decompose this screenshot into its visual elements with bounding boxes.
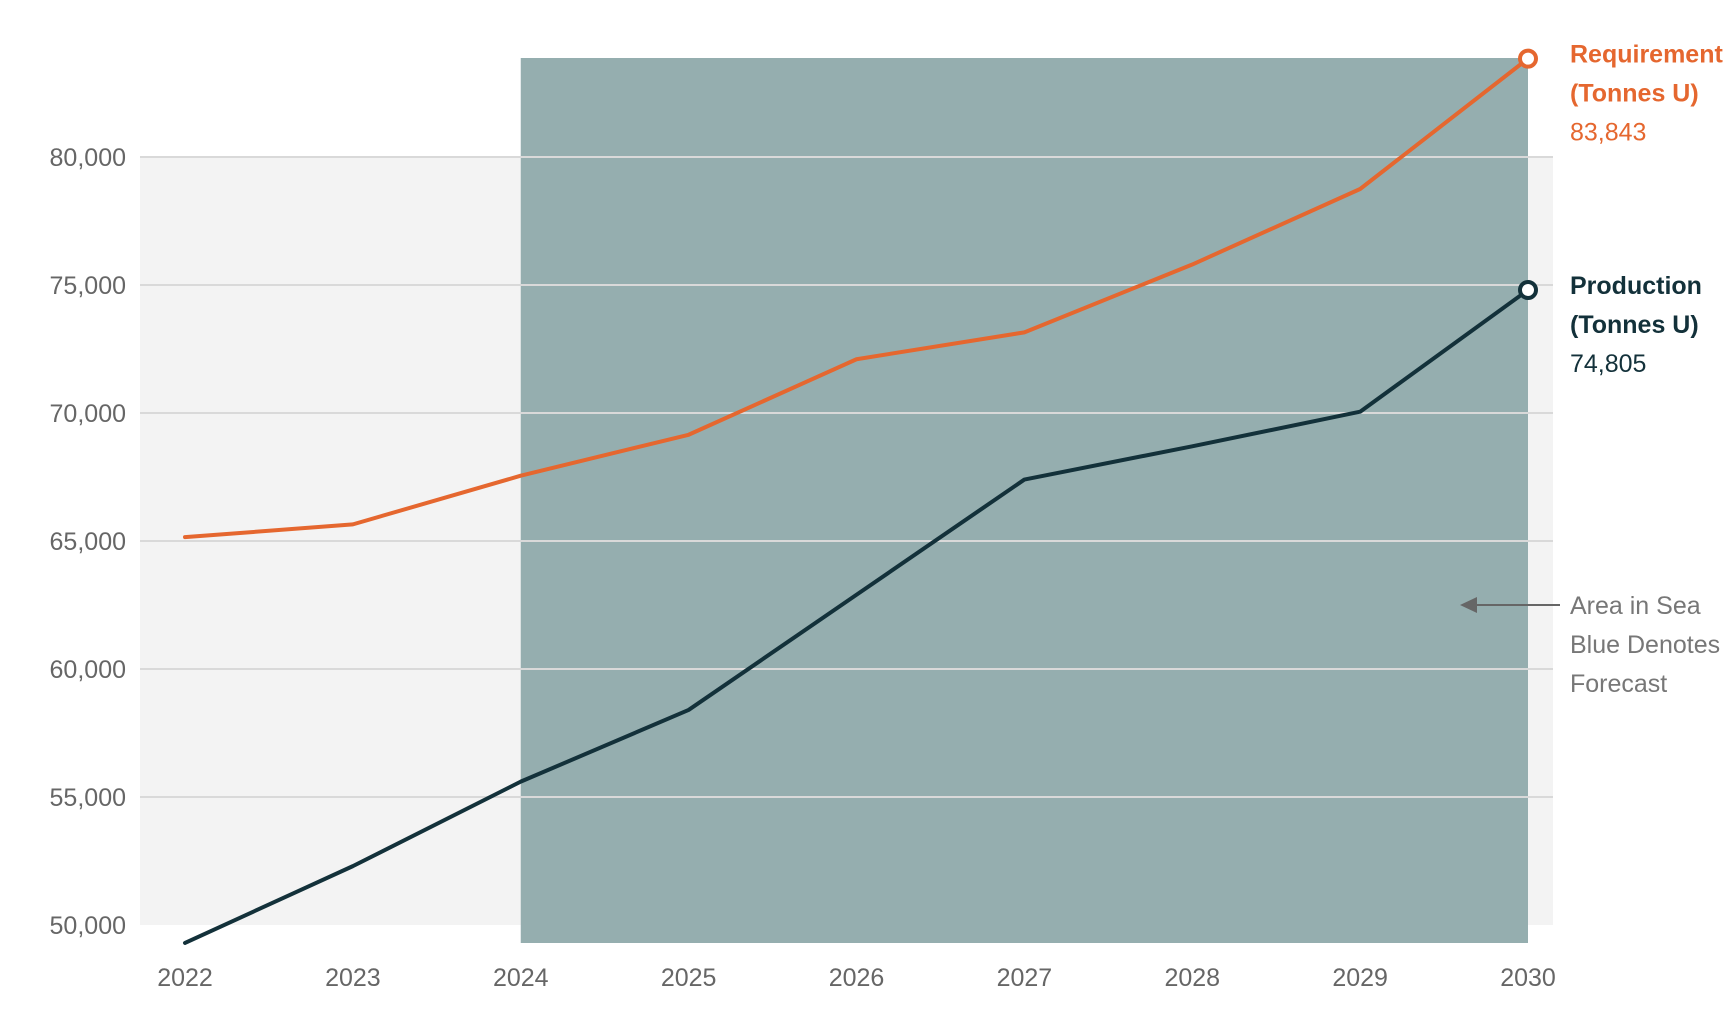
x-tick-label: 2030 [1500, 964, 1556, 992]
x-tick-label: 2027 [997, 964, 1053, 992]
y-tick-label: 60,000 [50, 656, 126, 684]
x-tick-label: 2025 [661, 964, 717, 992]
y-tick-label: 65,000 [50, 528, 126, 556]
annotation-arrow-head [1460, 597, 1477, 613]
requirement-line [183, 56, 1530, 540]
x-tick-label: 2024 [493, 964, 549, 992]
production-line [183, 287, 1530, 945]
x-tick-label: 2029 [1332, 964, 1388, 992]
production-label-line1: Production [1570, 272, 1702, 300]
requirement-end-value: 83,843 [1570, 119, 1646, 147]
production-label-line2: (Tonnes U) [1570, 311, 1699, 339]
requirement-label-line1: Requirement [1570, 41, 1723, 69]
y-tick-label: 55,000 [50, 784, 126, 812]
x-tick-label: 2026 [829, 964, 885, 992]
annotation-text: Forecast [1570, 670, 1667, 698]
annotation-text: Blue Denotes [1570, 631, 1720, 659]
production-end-value: 74,805 [1570, 350, 1646, 378]
requirement-label-line2: (Tonnes U) [1570, 80, 1699, 108]
x-tick-label: 2022 [157, 964, 213, 992]
annotation-text: Area in Sea [1570, 592, 1701, 620]
x-tick-label: 2028 [1164, 964, 1220, 992]
y-tick-label: 80,000 [50, 144, 126, 172]
y-tick-label: 70,000 [50, 400, 126, 428]
forecast-region [520, 58, 1528, 943]
requirement-end-marker [1518, 48, 1538, 69]
production-end-marker [1518, 279, 1538, 300]
x-tick-label: 2023 [325, 964, 381, 992]
y-tick-label: 50,000 [50, 912, 126, 940]
y-tick-label: 75,000 [50, 272, 126, 300]
